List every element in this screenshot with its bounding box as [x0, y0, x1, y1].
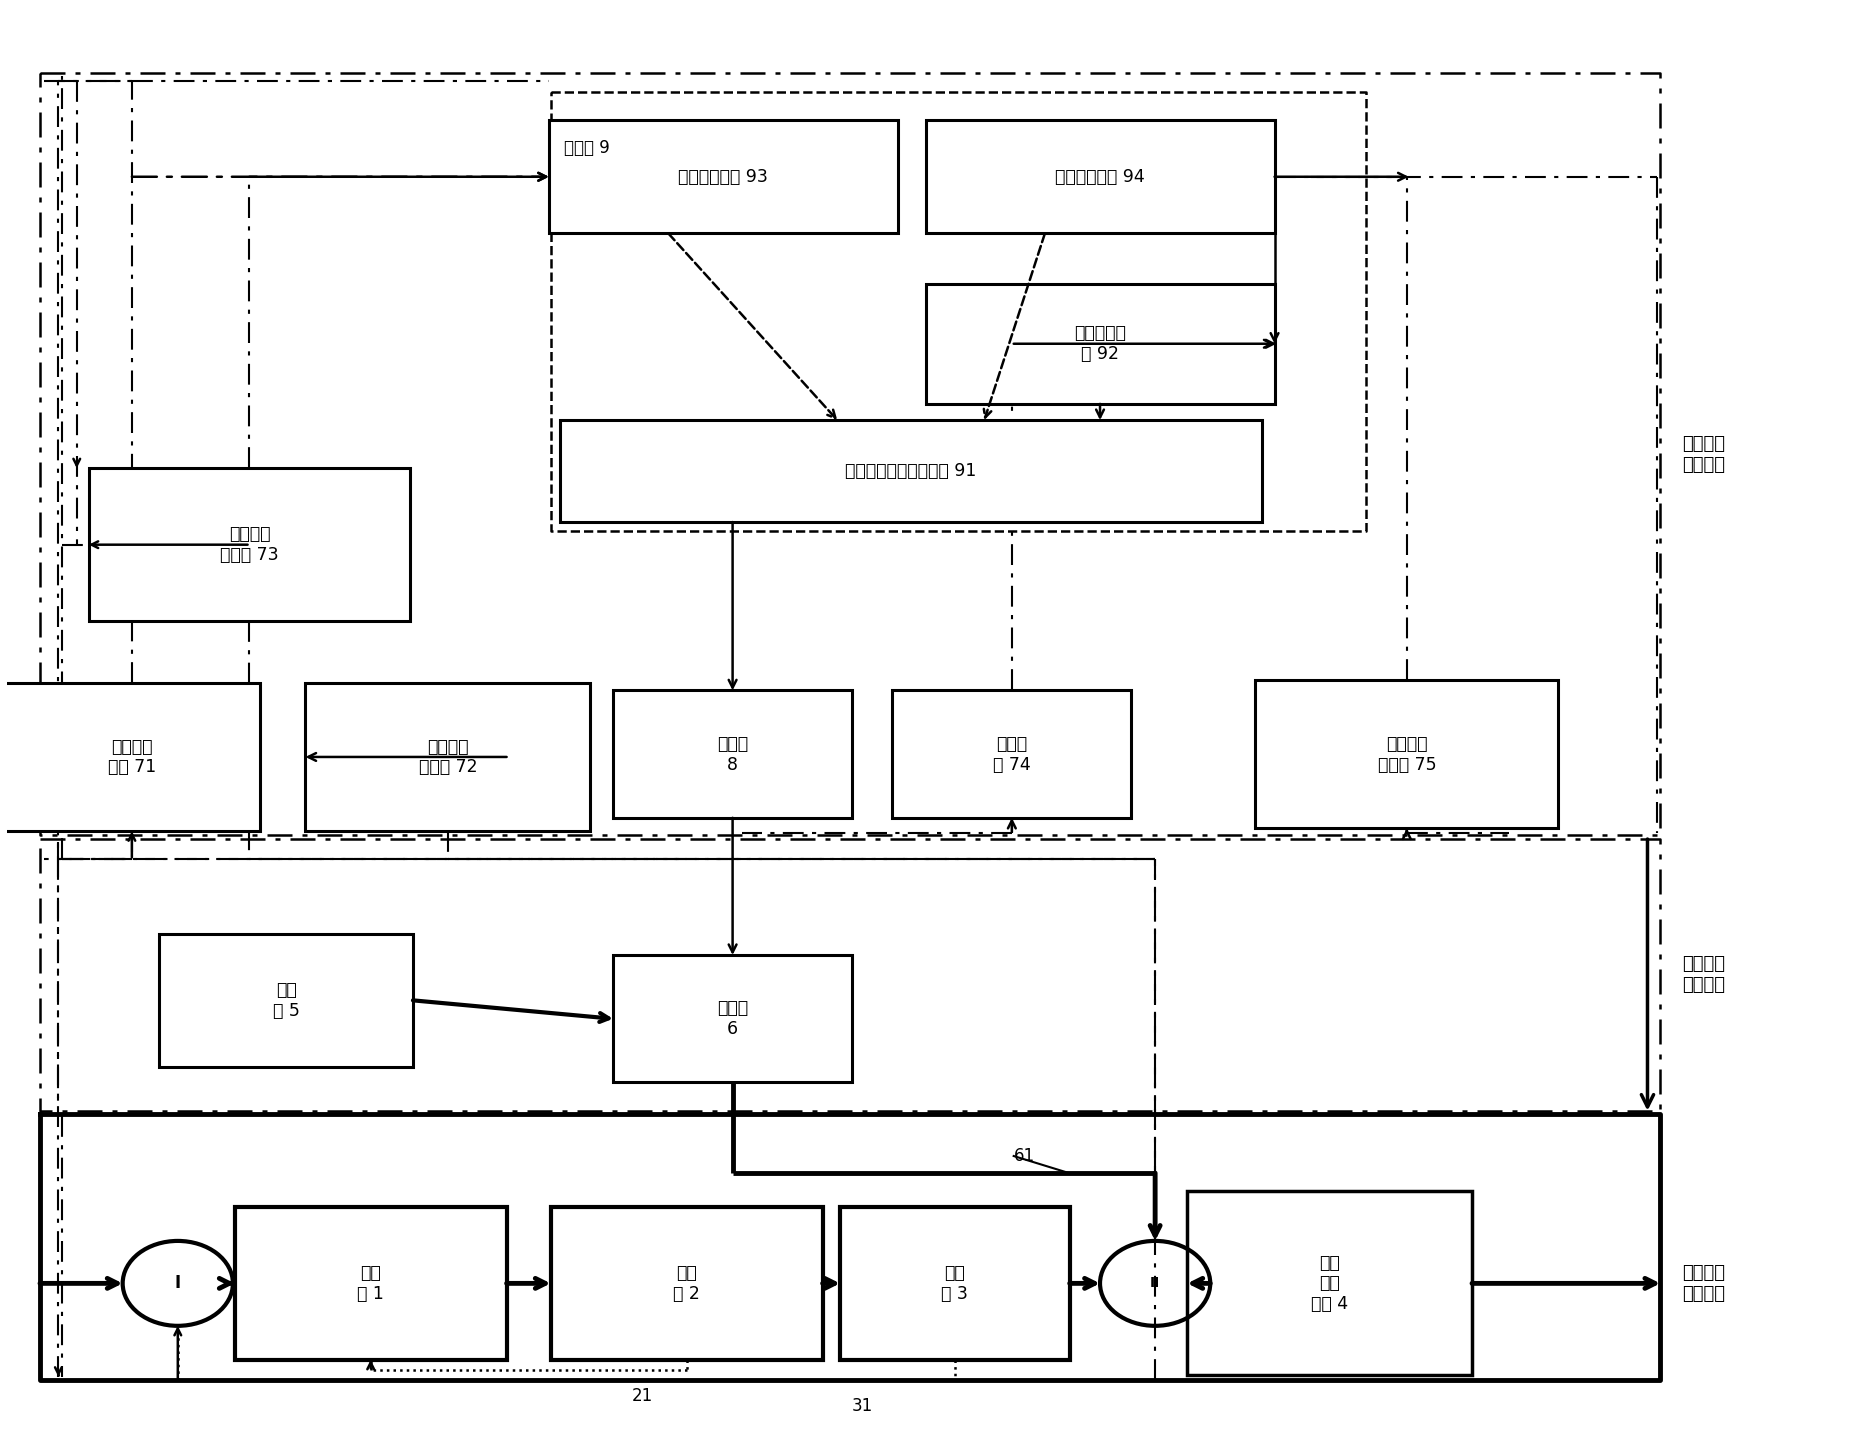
Text: 反馈补偿模块 94: 反馈补偿模块 94: [1055, 167, 1146, 186]
Bar: [1186, 1192, 1472, 1375]
Bar: [1255, 680, 1559, 829]
Text: 硝氮仪
表 74: 硝氮仪 表 74: [992, 735, 1031, 773]
Text: 61: 61: [1014, 1147, 1035, 1165]
Bar: [840, 1208, 1070, 1360]
Bar: [552, 1208, 822, 1360]
Text: 进水水量
仪表 71: 进水水量 仪表 71: [107, 737, 155, 776]
Text: 加药泵投加量控制模块 91: 加药泵投加量控制模块 91: [846, 462, 977, 480]
Text: 工控机 9: 工控机 9: [563, 140, 609, 157]
Text: 二沉
池 3: 二沉 池 3: [942, 1265, 968, 1303]
Bar: [4, 683, 261, 832]
Text: 好氧
区 2: 好氧 区 2: [674, 1265, 700, 1303]
Text: II: II: [1149, 1276, 1161, 1290]
Text: 前馈补偿模块 93: 前馈补偿模块 93: [679, 167, 768, 186]
Bar: [159, 933, 413, 1067]
Bar: [235, 1208, 507, 1360]
Bar: [550, 120, 898, 233]
Text: 总出水总
氮仪表 75: 总出水总 氮仪表 75: [1377, 735, 1436, 773]
Text: 碳源投加
工艺装置: 碳源投加 工艺装置: [1683, 956, 1725, 995]
Text: 内回流流
量仪表 72: 内回流流 量仪表 72: [418, 737, 478, 776]
Text: 深度
处理
单元 4: 深度 处理 单元 4: [1311, 1253, 1348, 1313]
Bar: [613, 690, 851, 817]
Text: I: I: [174, 1275, 181, 1292]
Text: 贮药
池 5: 贮药 池 5: [272, 980, 300, 1020]
Text: 外回流流
量仪表 73: 外回流流 量仪表 73: [220, 526, 280, 564]
Bar: [892, 690, 1131, 817]
Bar: [305, 683, 590, 832]
Text: 31: 31: [851, 1396, 874, 1415]
Text: 加药泵
6: 加药泵 6: [716, 999, 748, 1037]
Bar: [926, 283, 1275, 404]
Text: 21: 21: [631, 1386, 653, 1405]
Text: 变频器
8: 变频器 8: [716, 735, 748, 773]
Bar: [559, 420, 1262, 522]
Bar: [89, 469, 411, 622]
Text: 污水处理
工艺流程: 污水处理 工艺流程: [1683, 1265, 1725, 1303]
Text: 硝氮控制模
块 92: 硝氮控制模 块 92: [1074, 324, 1125, 363]
Text: 碳源投加
控制系统: 碳源投加 控制系统: [1683, 434, 1725, 473]
Text: 缺氧
区 1: 缺氧 区 1: [357, 1265, 385, 1303]
Bar: [613, 955, 851, 1082]
Bar: [926, 120, 1275, 233]
